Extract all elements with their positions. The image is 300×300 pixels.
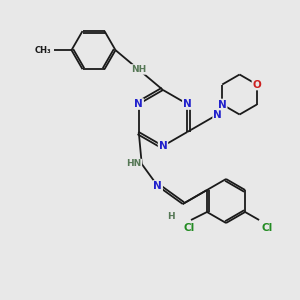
Text: CH₃: CH₃	[35, 46, 52, 55]
Text: N: N	[213, 110, 222, 119]
Text: HN: HN	[126, 160, 141, 169]
Text: NH: NH	[131, 65, 146, 74]
Text: Cl: Cl	[261, 223, 272, 233]
Text: N: N	[153, 181, 162, 191]
Text: H: H	[167, 212, 175, 221]
Text: N: N	[218, 100, 226, 110]
Text: N: N	[134, 99, 143, 109]
Text: N: N	[183, 99, 192, 109]
Text: Cl: Cl	[183, 223, 195, 233]
Text: N: N	[159, 141, 167, 151]
Text: O: O	[253, 80, 261, 89]
